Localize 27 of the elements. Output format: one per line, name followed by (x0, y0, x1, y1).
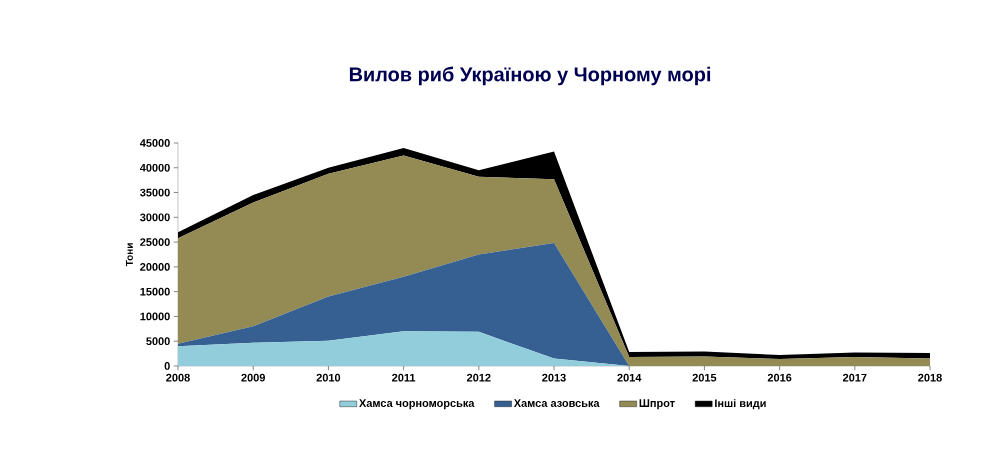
x-tick-label: 2010 (316, 373, 341, 382)
x-tick-label: 2011 (392, 373, 416, 382)
y-tick-label: 25000 (140, 238, 170, 246)
legend-label: Хамса чорноморська (359, 399, 475, 410)
y-tick-label: 20000 (140, 263, 170, 271)
y-axis-title: Тони (125, 243, 133, 267)
y-tick-label: 5000 (146, 337, 170, 346)
x-tick-label: 2013 (542, 373, 566, 382)
x-tick-label: 2009 (241, 373, 265, 382)
legend-label: Шпрот (639, 399, 675, 410)
x-tick-label: 2015 (692, 373, 717, 382)
x-tick-label: 2017 (843, 373, 867, 382)
x-tick-label: 2014 (617, 373, 642, 382)
y-tick-label: 45000 (139, 139, 170, 147)
y-tick-label: 0 (164, 362, 170, 370)
legend-label: Хамса азовська (513, 399, 600, 408)
x-tick-label: 2012 (467, 373, 491, 382)
x-tick-label: 2016 (767, 373, 792, 382)
x-tick-label: 2008 (166, 373, 190, 382)
y-tick-label: 40000 (139, 163, 170, 172)
y-tick-label: 10000 (140, 312, 170, 321)
chart-title: Вилов риб Україною у Чорному морі (349, 66, 711, 86)
y-tick-label: 15000 (140, 287, 170, 296)
x-tick-label: 2018 (918, 373, 942, 382)
legend-label: Інші види (715, 399, 766, 410)
y-tick-label: 30000 (140, 213, 170, 222)
y-tick-label: 35000 (140, 188, 170, 197)
